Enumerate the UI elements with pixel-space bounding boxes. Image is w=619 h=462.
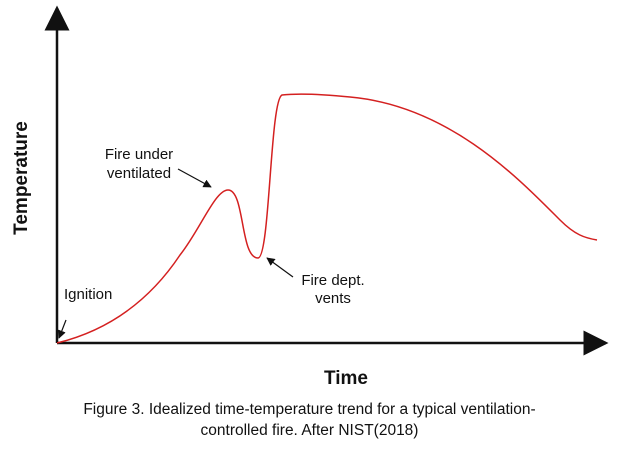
caption-line-1: Figure 3. Idealized time-temperature tre…	[83, 401, 536, 418]
vents-label-line2: vents	[315, 290, 351, 307]
under-ventilated-label-line2: ventilated	[107, 165, 171, 182]
x-axis-title: Time	[324, 368, 368, 389]
vents-arrow	[266, 257, 294, 278]
figure-caption: Figure 3. Idealized time-temperature tre…	[0, 399, 619, 441]
ignition-label: Ignition	[64, 286, 112, 303]
caption-line-2: controlled fire. After NIST(2018)	[200, 422, 419, 439]
under-ventilated-label-line1: Fire under	[105, 146, 173, 163]
under-ventilated-arrow	[177, 168, 212, 188]
ignition-arrow	[57, 319, 67, 339]
y-axis-title: Temperature	[11, 121, 32, 235]
vents-label-line1: Fire dept.	[301, 272, 364, 289]
temperature-curve	[56, 93, 598, 344]
